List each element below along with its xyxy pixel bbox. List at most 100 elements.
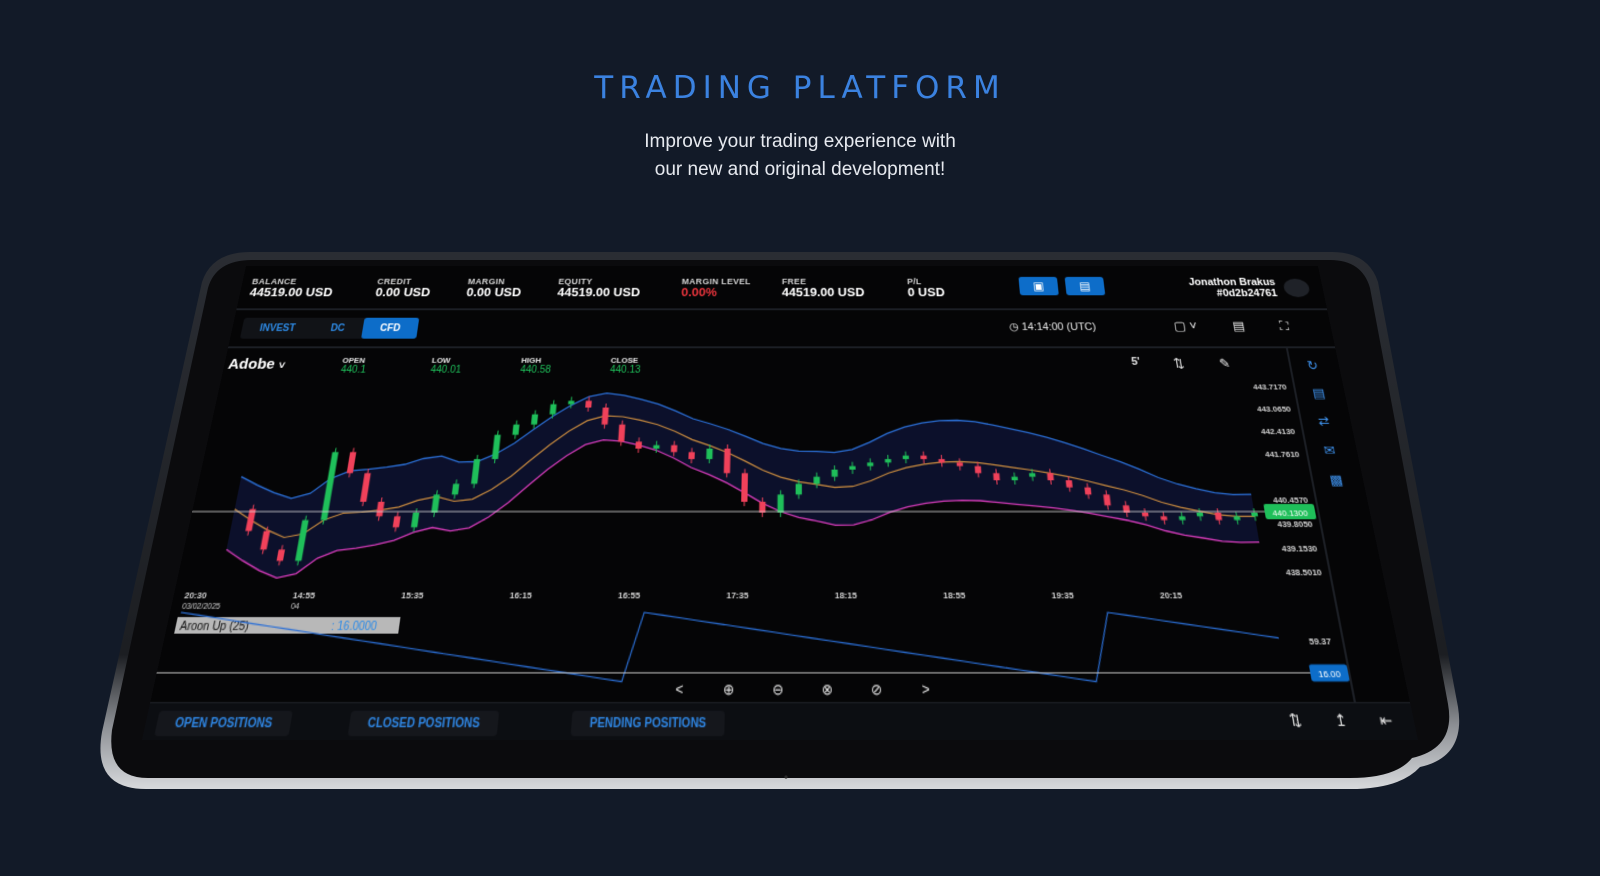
current-price-label: 440.1300 [1272,508,1309,518]
cash-icon: ▣ [1032,280,1044,293]
free: FREE 44519.00 USD [782,277,865,299]
wallet-icon: ▤ [1079,280,1091,293]
analytics-icon[interactable]: ▤ [1311,386,1327,402]
indicators-icon[interactable]: ▤ [1231,319,1246,334]
candle-body [1196,513,1203,517]
clock-time: 14:14:00 (UTC) [1021,322,1097,333]
zoom-out-icon[interactable]: ⊖ [772,683,783,699]
tab-invest[interactable]: INVEST [240,318,315,339]
time-axis-label: 19:35 [1051,590,1074,601]
candle-body [831,470,837,477]
candle-body [903,456,909,459]
dock-left-icon[interactable]: ⇤ [1378,711,1394,731]
time-axis-label: 17:35 [726,590,748,601]
market-tabs: INVEST DC CFD [240,318,420,339]
hero-subtitle-line-1: Improve your trading experience with [0,128,1600,156]
user-info[interactable]: Jonathon Brakus #0d2b24761 [1188,277,1279,299]
candle-body [531,414,538,424]
fullscreen-icon[interactable]: ⛶ [1278,319,1290,334]
expand-up-icon[interactable]: ↥ [1333,711,1349,731]
candle-body [1234,516,1241,520]
candle-body [993,473,1000,480]
margin-level-value: 0.00% [681,285,751,299]
price-axis-label: 441.7610 [1264,449,1300,459]
candle-body [724,449,731,474]
zoom-reset-icon[interactable]: ⊗ [822,683,833,699]
candle-body [635,442,642,449]
hero-subtitle: Improve your trading experience with our… [0,128,1600,184]
candle-body [975,466,982,473]
header-divider [236,308,1327,310]
tab-dc[interactable]: DC [311,318,364,339]
candle-body [1142,513,1149,517]
candle-body [849,466,855,470]
credit-value: 0.00 USD [375,285,432,299]
positions-bar: OPEN POSITIONS CLOSED POSITIONS PENDING … [142,702,1418,740]
candle-body [688,452,694,459]
time-axis-label: 18:15 [835,590,857,601]
collapse-icon[interactable]: ⇅ [1288,711,1304,731]
indicator-value: : 16.0000 [330,620,378,634]
tab-cfd[interactable]: CFD [361,318,420,339]
user-id: #0d2b24761 [1190,288,1279,299]
candle-body [1251,513,1258,517]
hero-subtitle-line-2: our new and original development! [0,156,1600,184]
server-clock: ◷ 14:14:00 (UTC) [1009,321,1097,333]
tablet-screen: BALANCE 44519.00 USD CREDIT 0.00 USD MAR… [100,252,1492,804]
candle-body [796,484,802,495]
candle-body [814,477,820,484]
zoom-fit-icon[interactable]: ⊘ [871,683,883,699]
candle-body [1011,477,1018,481]
hero-title: TRADING PLATFORM [0,70,1600,106]
date-label-2: 04 [290,603,300,612]
date-label: 03/02/2025 [181,603,221,612]
price-axis-label: 438.5010 [1285,567,1323,578]
avatar[interactable] [1282,279,1311,297]
balance: BALANCE 44519.00 USD [248,277,335,299]
chat-icon[interactable]: ✉ [1322,442,1337,459]
tab-closed-positions[interactable]: CLOSED POSITIONS [348,711,499,736]
candle-body [741,473,748,502]
candle-body [1084,487,1091,494]
signals-icon[interactable]: ⇄ [1317,414,1331,430]
calendar-icon[interactable]: ▩ [1328,472,1344,489]
candle-body [653,445,659,448]
candle-body [885,459,891,463]
candle-body [1215,513,1222,520]
candle-body [1161,516,1168,520]
sync-icon[interactable]: ↻ [1306,358,1320,374]
candle-body [957,463,963,467]
zoom-in-icon[interactable]: ⊕ [723,683,735,699]
candle-body [671,445,677,452]
tab-open-positions[interactable]: OPEN POSITIONS [154,711,292,736]
candle-body [568,401,574,404]
deposit-button[interactable]: ▣ [1018,277,1058,295]
tablet-mockup: BALANCE 44519.00 USD CREDIT 0.00 USD MAR… [100,252,1492,804]
wallet-button[interactable]: ▤ [1065,277,1106,295]
candle-body [1103,495,1111,506]
candle-body [1029,473,1036,477]
price-chart[interactable]: 440.1300 443.7170 443.0650 442.4130 441.7610… [150,348,1353,702]
candle-body [920,456,926,459]
credit: CREDIT 0.00 USD [375,277,433,299]
candle-body [550,404,557,414]
scroll-right-icon[interactable]: > [922,683,931,699]
time-axis-label: 18:55 [943,590,966,601]
candle-body [938,459,944,463]
margin-level: MARGIN LEVEL 0.00% [681,277,751,299]
candle-body [867,463,873,467]
chart-type-icon[interactable]: ▢ ˅ [1173,319,1198,334]
candle-body [1047,473,1054,480]
candle-body [1066,480,1073,487]
price-axis-label: 442.4130 [1260,426,1296,436]
candle-body [1179,516,1186,520]
price-axis-label: 443.0650 [1256,404,1291,414]
price-axis-label: 440.4570 [1272,495,1309,505]
time-axis-label: 14:55 [292,590,316,601]
trading-app: BALANCE 44519.00 USD CREDIT 0.00 USD MAR… [142,266,1418,740]
price-axis-label: 439.8050 [1276,519,1313,529]
tab-pending-positions[interactable]: PENDING POSITIONS [571,711,725,736]
pl-value: 0 USD [907,285,945,299]
candle-body [512,425,519,435]
scroll-left-icon[interactable]: < [675,683,684,699]
